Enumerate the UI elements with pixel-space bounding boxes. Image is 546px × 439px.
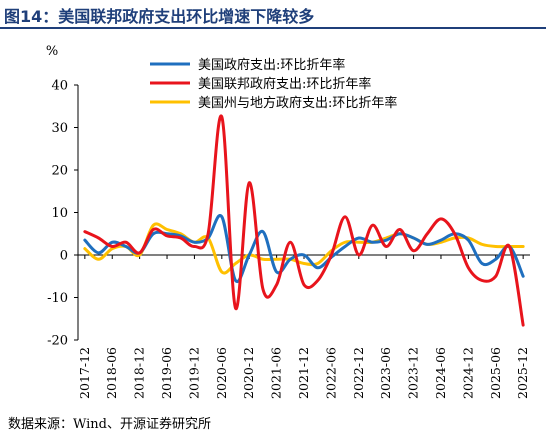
y-tick-label: -20 [47, 334, 68, 349]
y-axis-unit-label: % [46, 44, 58, 59]
y-tick-labels: -20 -10 0 10 20 30 40 [47, 79, 68, 349]
series-lines [83, 114, 525, 327]
x-tick-label: 2023-06 [378, 347, 393, 399]
axes [74, 84, 530, 341]
y-tick-label: -10 [47, 291, 68, 306]
x-tick-label: 2024-06 [433, 347, 448, 399]
x-tick-label: 2022-12 [351, 347, 366, 399]
x-tick-label: 2020-06 [214, 347, 229, 399]
figure-title: 图14：美国联邦政府支出环比增速下降较多 [4, 7, 315, 26]
legend-label-3: 美国州与地方政府支出:环比折年率 [198, 95, 397, 111]
legend-label-2: 美国联邦政府支出:环比折年率 [198, 76, 371, 92]
x-tick-label: 2017-12 [77, 347, 92, 399]
y-tick-label: 30 [51, 121, 68, 136]
x-tick-label: 2025-06 [488, 347, 503, 399]
x-tick-label: 2019-12 [186, 347, 201, 399]
x-tick-labels: 2017-12 2018-06 2018-12 2019-06 2019-12 2020-… [77, 347, 530, 399]
x-tick-label: 2018-06 [104, 347, 119, 399]
x-tick-label: 2022-06 [323, 347, 338, 399]
series-line-3 [83, 222, 525, 275]
x-tick-label: 2019-06 [159, 347, 174, 399]
legend: 美国政府支出:环比折年率美国联邦政府支出:环比折年率美国州与地方政府支出:环比折… [150, 57, 397, 111]
y-tick-label: 10 [51, 206, 68, 221]
x-tick-label: 2025-12 [515, 347, 530, 399]
x-tick-label: 2024-12 [460, 347, 475, 399]
x-tick-label: 2021-06 [269, 347, 284, 399]
x-tick-label: 2020-12 [241, 347, 256, 399]
title-rule [0, 27, 546, 29]
x-tick-label: 2023-12 [406, 347, 421, 399]
y-tick-label: 40 [51, 79, 68, 94]
source-note: 数据来源：Wind、开源证券研究所 [8, 417, 211, 432]
y-tick-label: 0 [60, 249, 68, 264]
x-tick-label: 2021-12 [296, 347, 311, 399]
y-tick-label: 20 [51, 164, 68, 179]
series-line-2 [83, 114, 525, 327]
legend-label-1: 美国政府支出:环比折年率 [198, 57, 345, 73]
series-line-1 [83, 213, 525, 284]
x-tick-label: 2018-12 [132, 347, 147, 399]
